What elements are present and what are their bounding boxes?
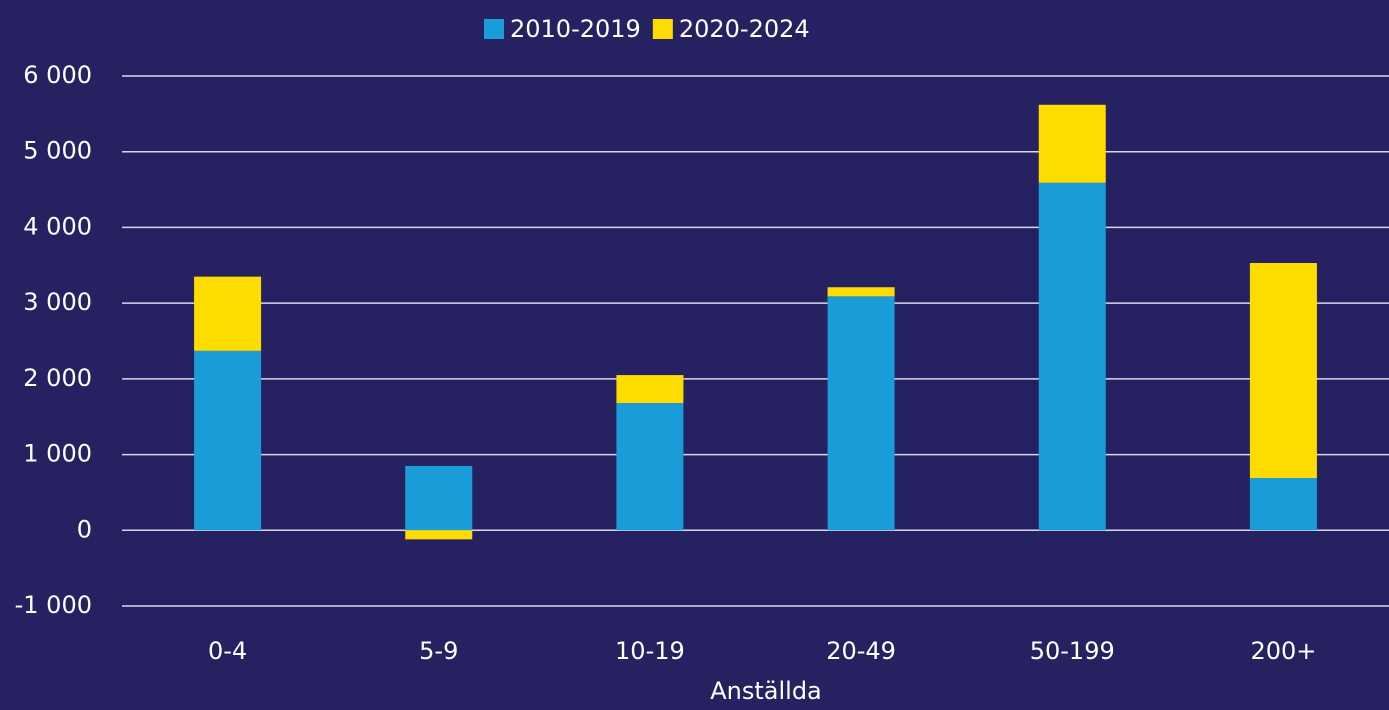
bar-segment bbox=[1038, 104, 1106, 183]
bar-segment bbox=[1249, 263, 1317, 479]
x-tick-label: 10-19 bbox=[615, 637, 685, 665]
bar-segment bbox=[1038, 182, 1106, 531]
y-tick-label: 2 000 bbox=[23, 364, 92, 392]
y-tick-label: -1 000 bbox=[15, 591, 92, 619]
y-tick-label: 6 000 bbox=[23, 61, 92, 89]
bar-segment bbox=[405, 530, 473, 540]
legend-swatch bbox=[484, 19, 504, 39]
y-tick-label: 0 bbox=[77, 515, 92, 543]
x-tick-label: 20-49 bbox=[826, 637, 896, 665]
bar-segment bbox=[194, 350, 262, 531]
y-tick-label: 5 000 bbox=[23, 137, 92, 165]
bar-segment bbox=[405, 465, 473, 531]
y-tick-label: 1 000 bbox=[23, 440, 92, 468]
x-axis-title: Anställda bbox=[710, 677, 822, 705]
x-tick-label: 50-199 bbox=[1030, 637, 1115, 665]
y-tick-label: 3 000 bbox=[23, 288, 92, 316]
bar-segment bbox=[827, 296, 895, 531]
y-tick-label: 4 000 bbox=[23, 212, 92, 240]
bar-segment bbox=[616, 375, 684, 404]
bar-segment bbox=[194, 276, 262, 351]
legend-label: 2020-2024 bbox=[679, 15, 810, 43]
x-tick-label: 5-9 bbox=[419, 637, 458, 665]
bar-segment bbox=[1249, 478, 1317, 531]
x-tick-label: 0-4 bbox=[208, 637, 247, 665]
x-tick-label: 200+ bbox=[1250, 637, 1316, 665]
bar-segment bbox=[616, 403, 684, 531]
legend-label: 2010-2019 bbox=[510, 15, 641, 43]
bar-segment bbox=[827, 287, 895, 297]
legend-swatch bbox=[652, 19, 673, 39]
